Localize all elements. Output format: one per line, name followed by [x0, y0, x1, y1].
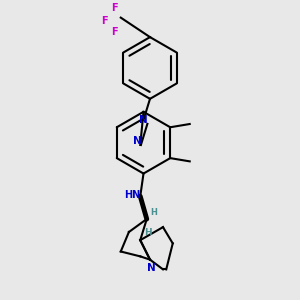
Text: F: F — [111, 27, 118, 38]
Text: N: N — [133, 136, 141, 146]
Text: F: F — [101, 16, 108, 26]
Text: H: H — [150, 208, 157, 217]
Text: F: F — [111, 3, 118, 13]
Text: HN: HN — [124, 190, 140, 200]
Text: N: N — [139, 115, 148, 125]
Text: H: H — [145, 227, 152, 236]
Text: N: N — [147, 263, 156, 273]
